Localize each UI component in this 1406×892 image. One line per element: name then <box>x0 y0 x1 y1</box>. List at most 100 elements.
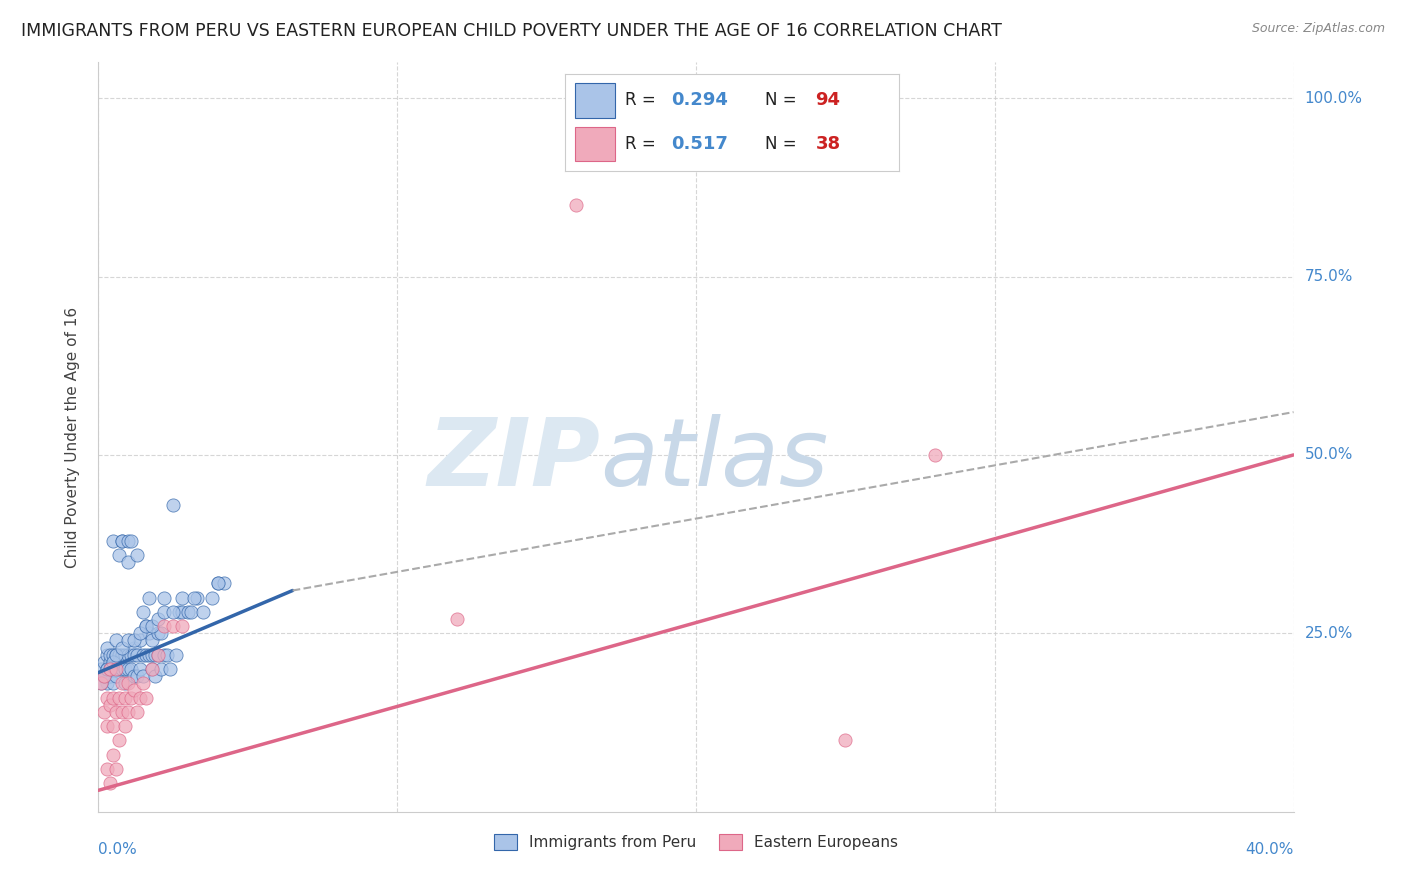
Point <box>141 662 163 676</box>
Point <box>111 662 134 676</box>
Point <box>103 690 125 705</box>
Point <box>191 605 214 619</box>
Point <box>98 776 122 790</box>
Point <box>114 648 136 662</box>
Point <box>117 633 139 648</box>
Point <box>105 705 128 719</box>
Point <box>98 655 122 669</box>
Point <box>105 648 128 662</box>
Point <box>138 648 160 662</box>
Point <box>172 591 194 605</box>
Point <box>138 591 160 605</box>
Point <box>183 591 205 605</box>
Point <box>103 662 125 676</box>
Point <box>153 648 176 662</box>
Point <box>117 555 139 569</box>
Point <box>153 605 176 619</box>
Point <box>111 648 134 662</box>
Point <box>162 605 184 619</box>
Point <box>108 690 131 705</box>
Point <box>93 655 115 669</box>
Point <box>96 662 118 676</box>
Point <box>96 662 118 676</box>
Point <box>148 648 170 662</box>
Text: 25.0%: 25.0% <box>1305 626 1353 640</box>
Text: IMMIGRANTS FROM PERU VS EASTERN EUROPEAN CHILD POVERTY UNDER THE AGE OF 16 CORRE: IMMIGRANTS FROM PERU VS EASTERN EUROPEAN… <box>21 22 1002 40</box>
Point <box>111 676 134 690</box>
Point <box>186 591 208 605</box>
Point <box>105 662 128 676</box>
Point <box>105 669 128 683</box>
Point <box>135 619 157 633</box>
Point <box>96 640 118 655</box>
Point <box>98 648 122 662</box>
Point <box>172 605 194 619</box>
Point <box>96 648 118 662</box>
Point <box>96 762 118 776</box>
Point <box>103 747 125 762</box>
Point <box>108 655 131 669</box>
Point <box>135 648 157 662</box>
Point <box>103 648 125 662</box>
Point <box>207 576 229 591</box>
Text: 75.0%: 75.0% <box>1305 269 1353 284</box>
Text: 40.0%: 40.0% <box>1246 842 1294 857</box>
Point <box>446 612 468 626</box>
Point <box>103 655 125 669</box>
Point <box>127 648 149 662</box>
Point <box>108 648 131 662</box>
Point <box>93 669 115 683</box>
Point <box>143 669 166 683</box>
Point <box>114 719 136 733</box>
Point <box>141 662 163 676</box>
Point <box>162 619 184 633</box>
Text: 50.0%: 50.0% <box>1305 448 1353 462</box>
Point <box>165 648 187 662</box>
Point <box>148 648 170 662</box>
Point <box>132 676 155 690</box>
Point <box>162 498 184 512</box>
Point <box>108 733 131 747</box>
Point <box>201 591 224 605</box>
Point <box>135 619 157 633</box>
Point <box>172 619 194 633</box>
Point <box>212 576 235 591</box>
Point <box>141 619 163 633</box>
Point <box>124 640 146 655</box>
Point <box>132 669 155 683</box>
Point <box>924 448 946 462</box>
Text: atlas: atlas <box>600 414 828 505</box>
Point <box>148 626 170 640</box>
Point <box>105 662 128 676</box>
Point <box>177 605 200 619</box>
Point <box>93 669 115 683</box>
Y-axis label: Child Poverty Under the Age of 16: Child Poverty Under the Age of 16 <box>65 307 80 567</box>
Point <box>565 198 588 212</box>
Point <box>103 719 125 733</box>
Point <box>96 690 118 705</box>
Point <box>167 605 190 619</box>
Point <box>141 648 163 662</box>
Point <box>108 662 131 676</box>
Point <box>98 669 122 683</box>
Point <box>124 669 146 683</box>
Point <box>148 612 170 626</box>
Point <box>103 533 125 548</box>
Point <box>90 676 112 690</box>
Point <box>93 669 115 683</box>
Point <box>90 676 112 690</box>
Point <box>143 648 166 662</box>
Point <box>132 605 155 619</box>
Point <box>90 662 112 676</box>
Text: ZIP: ZIP <box>427 414 600 506</box>
Point <box>93 705 115 719</box>
Point <box>111 705 134 719</box>
Point <box>98 698 122 712</box>
Point <box>180 605 202 619</box>
Point <box>111 640 134 655</box>
Point <box>141 633 163 648</box>
Point <box>105 648 128 662</box>
Point <box>127 669 149 683</box>
Point <box>127 548 149 562</box>
Point <box>124 683 146 698</box>
